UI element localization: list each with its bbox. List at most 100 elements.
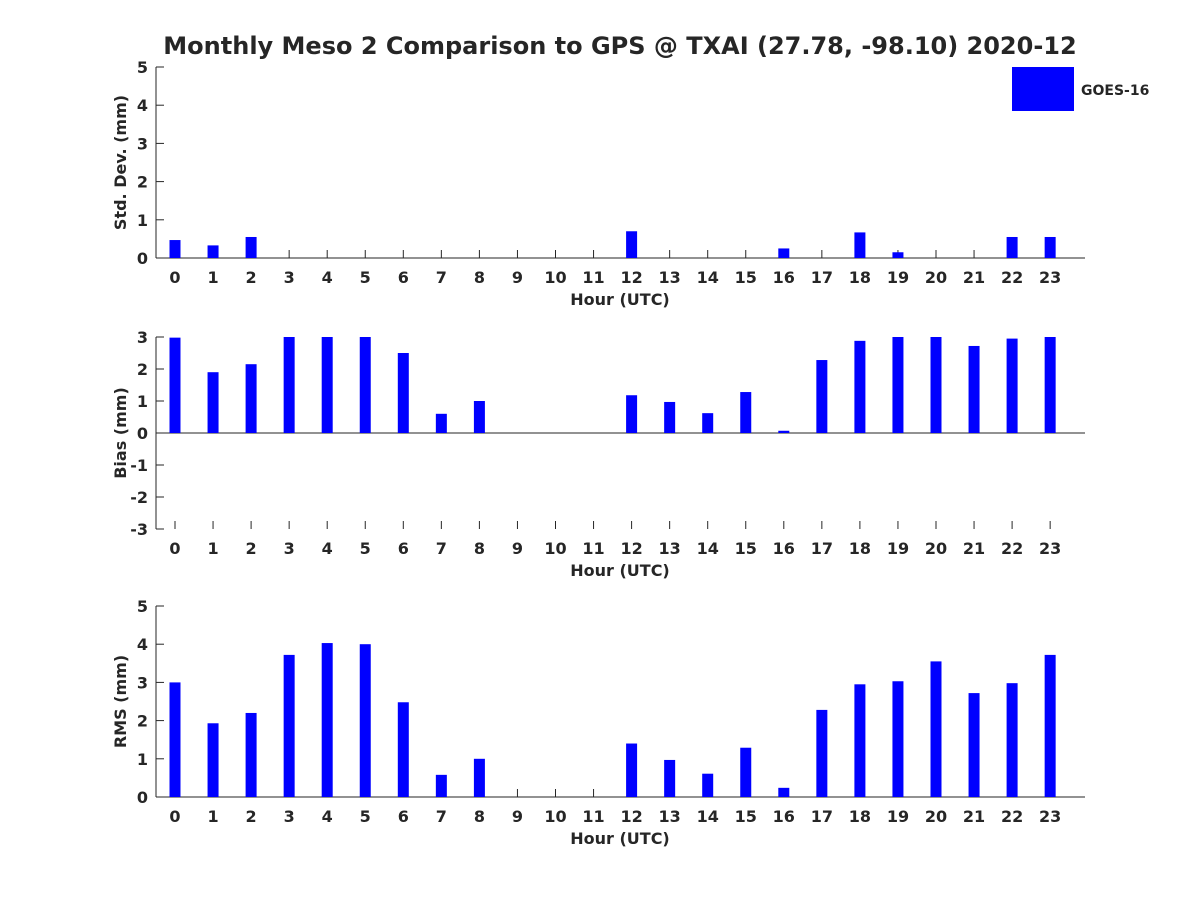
x-tick-label: 14	[697, 268, 719, 287]
bar	[397, 702, 409, 797]
y-tick-label: 4	[137, 96, 148, 115]
x-tick-label: 23	[1039, 807, 1061, 826]
x-tick-label: 9	[512, 268, 523, 287]
bar	[283, 337, 295, 433]
x-tick-label: 16	[773, 268, 795, 287]
x-tick-label: 8	[474, 539, 485, 558]
x-tick-label: 2	[246, 268, 257, 287]
x-tick-label: 6	[398, 268, 409, 287]
x-tick-label: 12	[620, 807, 642, 826]
y-tick-label: 1	[137, 211, 148, 230]
y-tick-label: 5	[137, 597, 148, 616]
y-tick-label: 0	[137, 424, 148, 443]
x-tick-label: 20	[925, 539, 947, 558]
x-tick-label: 15	[735, 268, 757, 287]
y-tick-label: -3	[130, 520, 148, 539]
y-axis-label: RMS (mm)	[111, 655, 130, 748]
y-tick-label: 2	[137, 360, 148, 379]
chart-title: Monthly Meso 2 Comparison to GPS @ TXAI …	[163, 32, 1076, 60]
y-tick-label: 2	[137, 712, 148, 731]
x-tick-label: 16	[773, 539, 795, 558]
x-tick-label: 1	[207, 807, 218, 826]
x-tick-label: 12	[620, 539, 642, 558]
bar	[778, 248, 790, 258]
bar	[930, 337, 942, 433]
bar	[207, 372, 219, 433]
bar	[359, 337, 371, 433]
x-tick-label: 2	[246, 539, 257, 558]
bar	[778, 787, 790, 797]
bar	[435, 774, 447, 797]
bar	[245, 712, 257, 797]
x-tick-label: 9	[512, 539, 523, 558]
x-tick-label: 18	[849, 268, 871, 287]
bar	[435, 413, 447, 433]
x-tick-label: 2	[246, 807, 257, 826]
x-tick-label: 1	[207, 539, 218, 558]
x-tick-label: 5	[360, 539, 371, 558]
x-tick-label: 19	[887, 268, 909, 287]
x-tick-label: 12	[620, 268, 642, 287]
x-tick-label: 15	[735, 807, 757, 826]
x-tick-label: 16	[773, 807, 795, 826]
x-tick-label: 13	[659, 807, 681, 826]
x-tick-label: 21	[963, 268, 985, 287]
bar	[169, 240, 181, 258]
bar	[169, 682, 181, 797]
bar	[702, 413, 714, 433]
x-tick-label: 21	[963, 539, 985, 558]
y-tick-label: 3	[137, 134, 148, 153]
bar	[740, 747, 752, 797]
x-axis-label: Hour (UTC)	[570, 561, 670, 580]
bar	[702, 773, 714, 797]
x-tick-label: 4	[322, 268, 333, 287]
bar	[321, 337, 333, 433]
x-tick-label: 0	[169, 268, 180, 287]
x-tick-label: 19	[887, 539, 909, 558]
x-tick-label: 19	[887, 807, 909, 826]
bar	[816, 709, 828, 797]
x-tick-label: 22	[1001, 539, 1023, 558]
y-tick-label: 5	[137, 58, 148, 77]
x-tick-label: 7	[436, 268, 447, 287]
x-tick-label: 8	[474, 268, 485, 287]
legend-swatch-goes-16	[1012, 67, 1074, 111]
x-tick-label: 18	[849, 539, 871, 558]
x-tick-label: 8	[474, 807, 485, 826]
bar	[207, 245, 219, 258]
x-tick-label: 13	[659, 539, 681, 558]
y-tick-label: -2	[130, 488, 148, 507]
bar	[626, 231, 638, 258]
bar	[1006, 683, 1018, 797]
bar	[892, 337, 904, 433]
x-tick-label: 3	[284, 268, 295, 287]
y-axis-label: Std. Dev. (mm)	[111, 95, 130, 230]
bar	[359, 644, 371, 797]
bar	[1006, 236, 1018, 258]
y-tick-label: 1	[137, 750, 148, 769]
bar	[1044, 236, 1056, 258]
x-tick-label: 0	[169, 807, 180, 826]
x-tick-label: 6	[398, 539, 409, 558]
y-tick-label: 1	[137, 392, 148, 411]
bar	[968, 693, 980, 797]
x-tick-label: 5	[360, 807, 371, 826]
y-tick-label: 4	[137, 635, 148, 654]
x-tick-label: 11	[582, 539, 604, 558]
bar	[664, 401, 676, 433]
x-tick-label: 9	[512, 807, 523, 826]
bar	[664, 759, 676, 797]
bar	[740, 392, 752, 433]
x-tick-label: 13	[659, 268, 681, 287]
x-tick-label: 11	[582, 807, 604, 826]
bar	[626, 743, 638, 797]
x-tick-label: 14	[697, 539, 719, 558]
x-tick-label: 15	[735, 539, 757, 558]
legend-label-goes-16: GOES-16	[1081, 83, 1149, 99]
bar	[930, 661, 942, 797]
x-tick-label: 18	[849, 807, 871, 826]
y-tick-label: -1	[130, 456, 148, 475]
x-tick-label: 3	[284, 539, 295, 558]
